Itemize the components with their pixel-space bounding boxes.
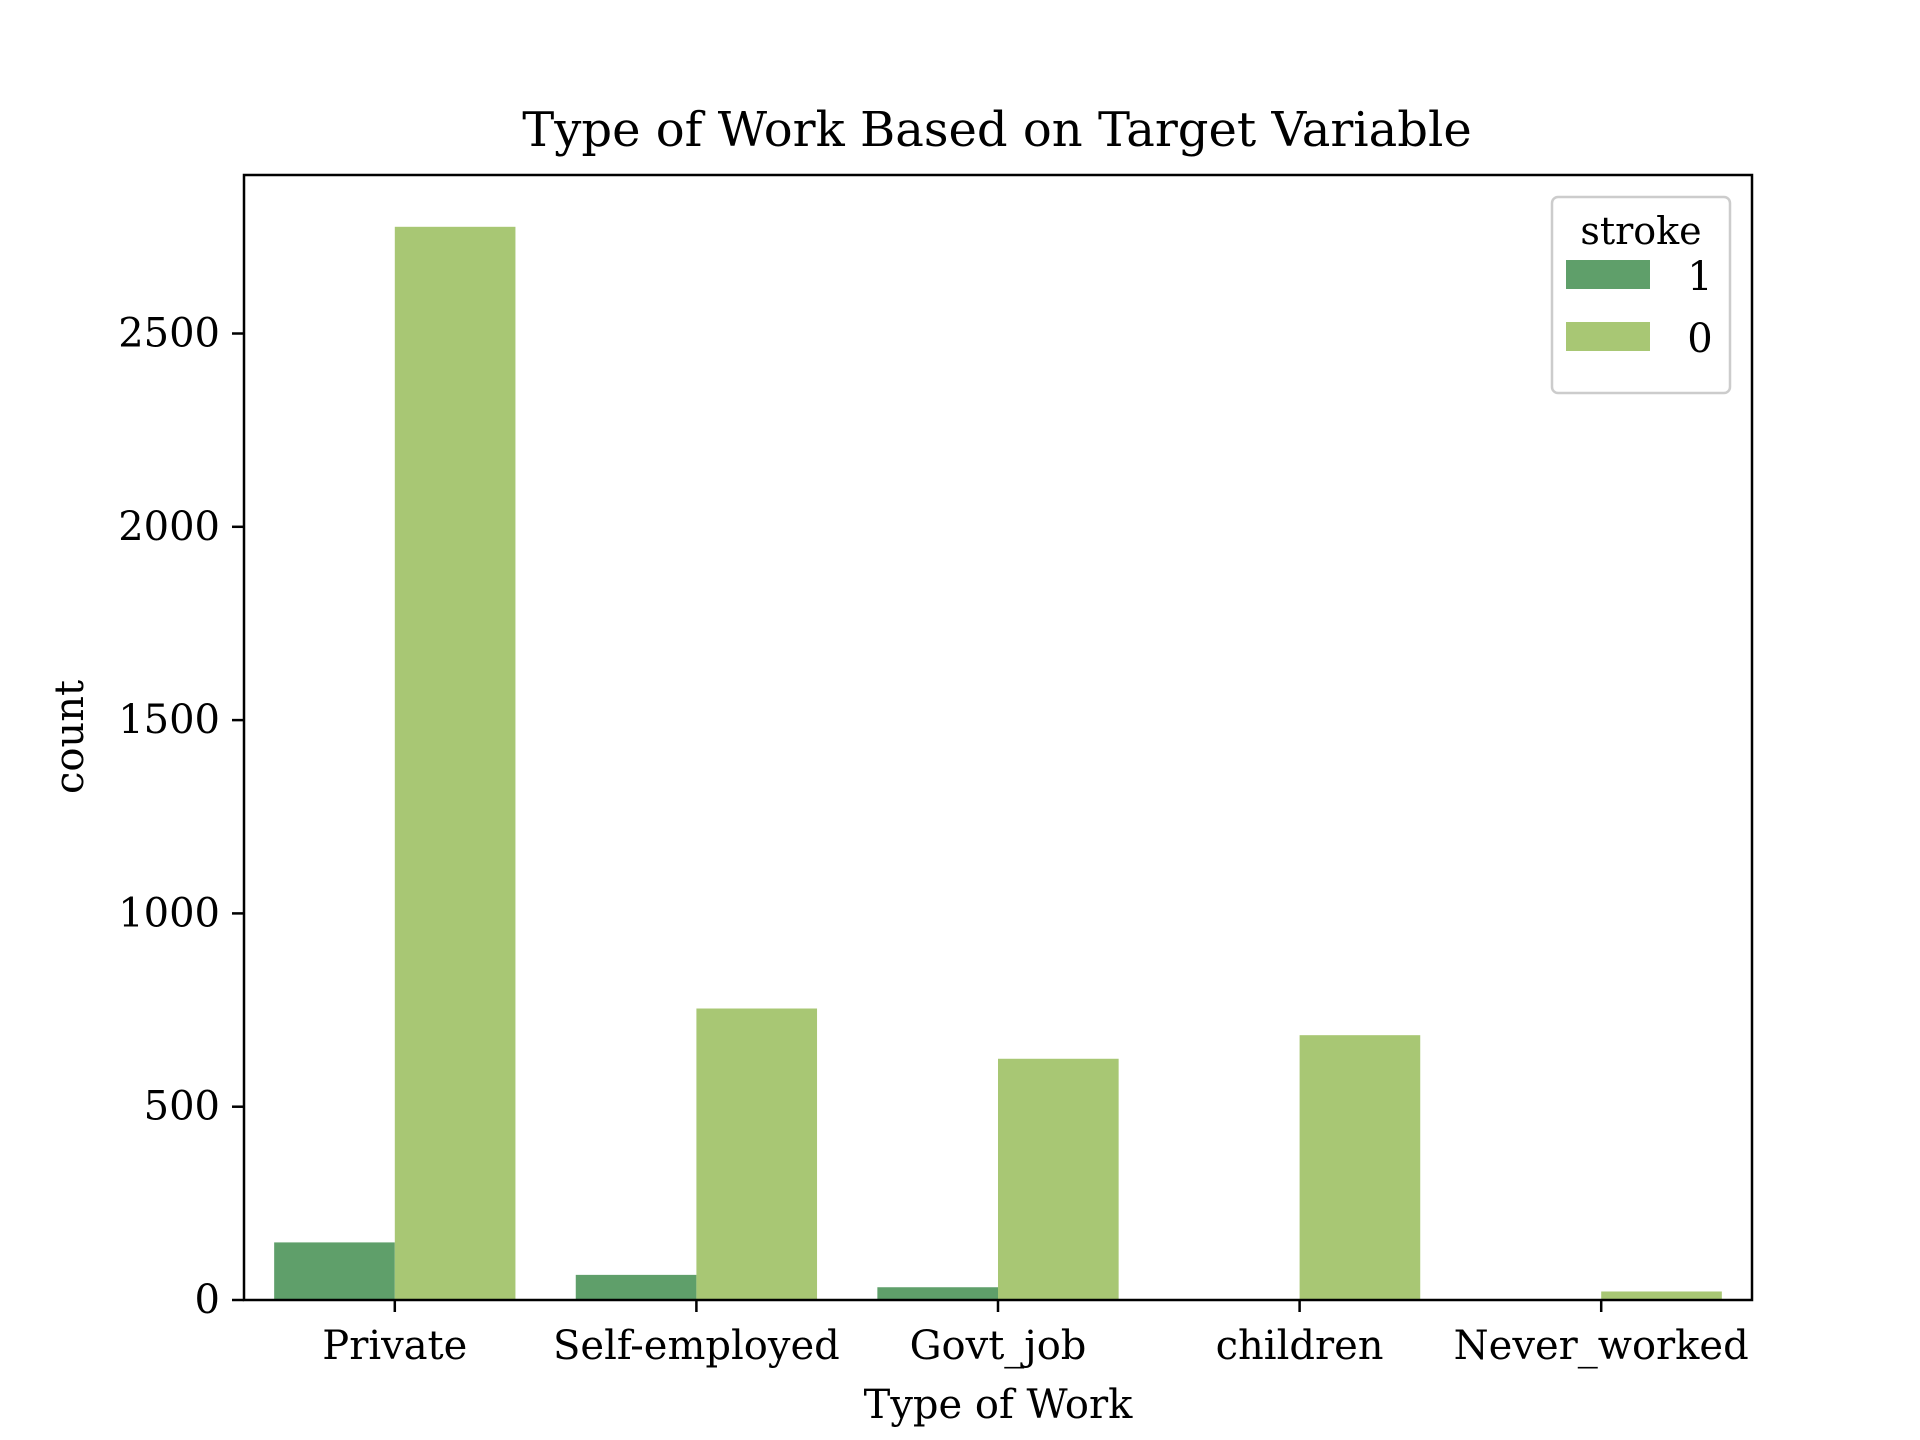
legend-items: 10 xyxy=(1566,254,1713,362)
bars-group xyxy=(274,226,1722,1300)
legend-swatch-0 xyxy=(1566,322,1650,351)
chart-title: Type of Work Based on Target Variable xyxy=(522,102,1472,158)
legend-label-1: 1 xyxy=(1687,254,1712,300)
bar-never-worked-stroke-0 xyxy=(1601,1291,1722,1300)
y-tick-label: 1000 xyxy=(118,890,220,936)
plot-frame xyxy=(242,173,1754,1302)
x-tick-label: Self-employed xyxy=(553,1323,840,1369)
x-tick-label: children xyxy=(1216,1323,1384,1369)
y-tick-label: 500 xyxy=(144,1084,220,1130)
x-tick-label: Private xyxy=(322,1323,467,1369)
y-tick-label: 0 xyxy=(195,1277,220,1323)
x-tick-label: Never_worked xyxy=(1454,1323,1749,1369)
y-tick-label: 2500 xyxy=(118,311,220,357)
y-tick-label: 2000 xyxy=(118,504,220,550)
legend: stroke 10 xyxy=(1550,195,1732,395)
bar-govt-job-stroke-0 xyxy=(998,1058,1119,1300)
x-tick-label: Govt_job xyxy=(910,1323,1087,1369)
bar-self-employed-stroke-1 xyxy=(575,1274,697,1300)
legend-swatch-1 xyxy=(1566,260,1650,289)
x-ticks-group: Private Self-employed Govt_job children Neve… xyxy=(322,1300,1749,1369)
legend-label-0: 0 xyxy=(1687,316,1712,362)
y-ticks-group: 0 500 1000 1500 2000 2500 xyxy=(118,311,244,1323)
bar-children-stroke-0 xyxy=(1299,1035,1421,1300)
bar-private-stroke-0 xyxy=(394,226,516,1300)
bar-govt-job-stroke-1 xyxy=(877,1287,998,1300)
bar-private-stroke-1 xyxy=(274,1242,395,1300)
bar-self-employed-stroke-0 xyxy=(696,1008,818,1300)
y-tick-label: 1500 xyxy=(118,697,220,743)
legend-title: stroke xyxy=(1580,209,1701,253)
y-axis-label: count xyxy=(47,680,93,794)
x-axis-label: Type of Work xyxy=(864,1382,1133,1428)
